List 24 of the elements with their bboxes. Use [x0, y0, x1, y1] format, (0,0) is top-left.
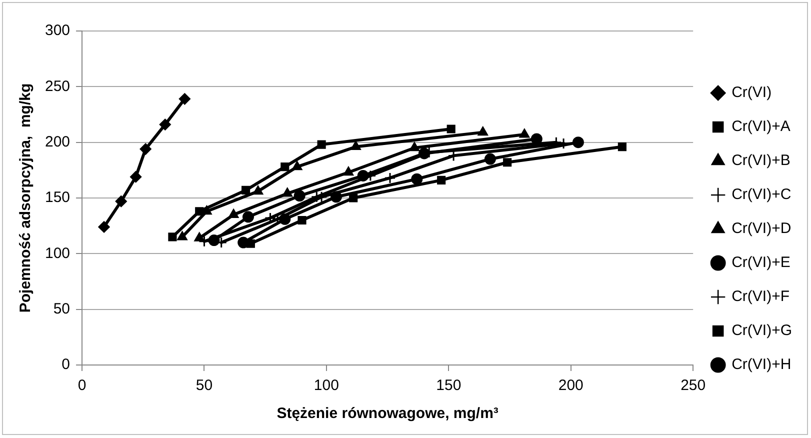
- y-tick-label: 100: [44, 244, 70, 262]
- y-tick-label: 200: [44, 133, 70, 150]
- x-tick-label: 200: [558, 377, 584, 394]
- y-tick-label: 50: [53, 300, 70, 318]
- legend-label: Cr(VI)+D: [732, 220, 792, 238]
- x-tick-label: 250: [680, 377, 706, 394]
- y-tick-label: 0: [62, 356, 70, 374]
- x-tick-label: 100: [314, 377, 339, 394]
- y-tick-label: 300: [44, 22, 70, 40]
- x-tick-label: 0: [78, 377, 86, 394]
- legend-label: Cr(VI)+B: [732, 152, 790, 170]
- legend-label: Cr(VI)+F: [732, 288, 790, 306]
- x-tick-label: 50: [196, 377, 213, 394]
- legend-label: Cr(VI)+E: [732, 254, 790, 272]
- legend-label: Cr(VI): [732, 84, 772, 102]
- legend-label: Cr(VI)+G: [732, 322, 792, 340]
- y-tick-label: 150: [44, 189, 70, 206]
- x-axis-title: Stężenie równowagowe, mg/m³: [276, 405, 498, 422]
- y-tick-label: 250: [44, 78, 70, 95]
- legend-label: Cr(VI)+H: [732, 356, 792, 374]
- legend-label: Cr(VI)+A: [732, 118, 790, 136]
- legend-label: Cr(VI)+C: [732, 186, 792, 204]
- y-axis-title: Pojemność adsorpcyjna, mg/kg: [17, 83, 34, 313]
- x-tick-label: 150: [436, 377, 462, 394]
